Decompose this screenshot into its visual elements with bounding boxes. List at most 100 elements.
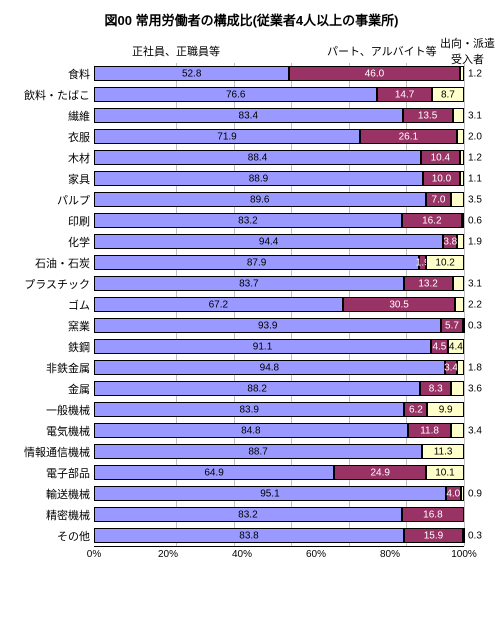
bar-segment [420,381,451,396]
bar-group: 83.815.90.3 [94,525,464,546]
bar-segment [463,318,465,333]
bar-segment [404,528,463,543]
category-label: 金属 [12,381,94,397]
bar-segment [431,339,448,354]
bar-segment [94,444,422,459]
chart-row: 非鉄金属94.83.41.8 [12,357,491,378]
category-label: プラスチック [12,276,94,292]
category-label: パルプ [12,192,94,208]
bar-segment [443,234,457,249]
chart-row: 石油・石炭87.91.910.2 [12,252,491,273]
legend: 正社員、正職員等 パート、アルバイト等 出向・派遣 受入者 [12,35,491,63]
chart-row: 食料52.846.01.2 [12,63,491,84]
bar-segment [94,360,445,375]
bar-segment [94,66,289,81]
category-label: 衣服 [12,129,94,145]
bar-segment [94,234,443,249]
category-label: 精密機械 [12,507,94,523]
bar-group: 84.811.83.4 [94,420,464,441]
bar-segment [457,360,464,375]
bar-segment [94,423,408,438]
bar-segment [457,129,464,144]
category-label: 家具 [12,171,94,187]
category-label: その他 [12,528,94,544]
outside-value-label: 0.3 [468,530,482,541]
bar-segment [451,423,464,438]
bar-segment [462,213,464,228]
bar-segment [426,465,463,480]
bar-segment [94,213,402,228]
category-label: 電気機械 [12,423,94,439]
bar-segment [94,297,343,312]
outside-value-label: 2.2 [468,299,482,310]
outside-value-label: 0.6 [468,215,482,226]
bar-segment [402,507,464,522]
outside-value-label: 1.2 [468,152,482,163]
outside-value-label: 3.1 [468,278,482,289]
bar-segment [441,318,462,333]
bar-group: 83.96.29.9 [94,399,464,420]
outside-value-label: 1.2 [468,68,482,79]
outside-value-label: 3.4 [468,425,482,436]
bar-segment [343,297,456,312]
category-label: 印刷 [12,213,94,229]
bar-segment [94,171,423,186]
bar-segment [460,171,464,186]
chart-row: 家具88.910.01.1 [12,168,491,189]
x-tick-label: 20% [158,549,178,560]
bar-group: 83.216.8 [94,504,464,525]
chart-row: 鉄鋼91.14.54.4 [12,336,491,357]
outside-value-label: 3.1 [468,110,482,121]
category-label: 飲料・たばこ [12,87,94,103]
chart-row: プラスチック83.713.23.1 [12,273,491,294]
chart-row: 輸送機械95.14.00.9 [12,483,491,504]
bar-segment [94,150,421,165]
bar-segment [455,297,463,312]
chart-row: 木材88.410.41.2 [12,147,491,168]
bar-segment [408,423,452,438]
chart-row: 化学94.43.81.9 [12,231,491,252]
bar-segment [94,318,441,333]
bar-segment [423,171,460,186]
bar-segment [360,129,457,144]
bar-segment [94,486,446,501]
outside-value-label: 3.5 [468,194,482,205]
category-label: 窯業 [12,318,94,334]
gridline [464,63,465,546]
bar-group: 93.95.70.3 [94,315,464,336]
outside-value-label: 1.8 [468,362,482,373]
bar-segment [94,528,404,543]
chart-row: 飲料・たばこ76.614.78.7 [12,84,491,105]
bar-segment [453,108,464,123]
bar-segment [94,276,404,291]
category-label: 情報通信機械 [12,444,94,460]
outside-value-label: 0.9 [468,488,482,499]
chart-row: 金属88.28.33.6 [12,378,491,399]
x-tick-label: 100% [451,549,477,560]
outside-value-label: 3.6 [468,383,482,394]
bar-group: 89.67.03.5 [94,189,464,210]
bar-segment [289,66,459,81]
bar-segment [451,381,464,396]
bar-group: 83.713.23.1 [94,273,464,294]
chart-row: 繊維83.413.53.1 [12,105,491,126]
chart-row: パルプ89.67.03.5 [12,189,491,210]
bar-segment [448,339,464,354]
bar-segment [94,402,404,417]
chart-row: 電気機械84.811.83.4 [12,420,491,441]
bar-segment [432,87,464,102]
bar-segment [94,192,426,207]
chart-row: その他83.815.90.3 [12,525,491,546]
x-tick-label: 80% [380,549,400,560]
legend-s1: 正社員、正職員等 [132,43,220,59]
bar-segment [445,360,458,375]
category-label: 化学 [12,234,94,250]
bar-segment [419,255,426,270]
bar-group: 91.14.54.4 [94,336,464,357]
bar-segment [457,234,464,249]
bar-segment [94,339,431,354]
chart-row: 窯業93.95.70.3 [12,315,491,336]
bar-segment [421,150,459,165]
category-label: 食料 [12,66,94,82]
bar-segment [460,150,464,165]
